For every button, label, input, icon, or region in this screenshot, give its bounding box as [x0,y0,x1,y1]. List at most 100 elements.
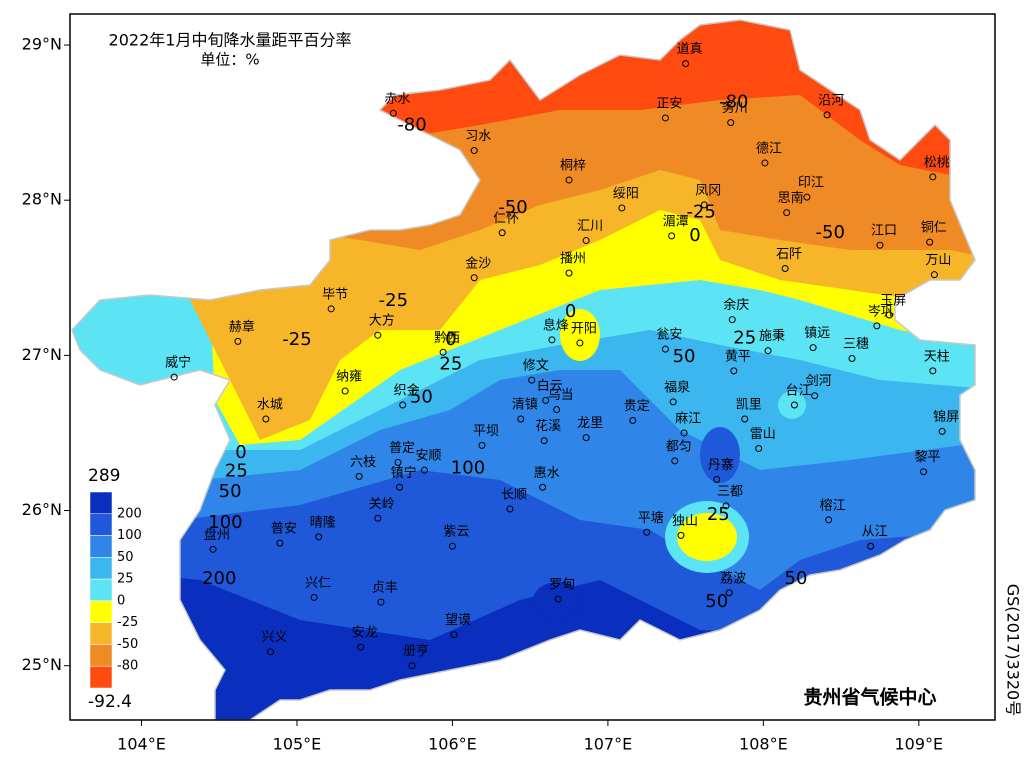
city-label: 罗甸 [549,577,575,592]
contour-label: 0 [235,442,246,463]
city-label: 瓮安 [656,328,682,343]
city-dot [661,345,669,353]
contour-label: 0 [689,225,700,246]
city-label: 清镇 [512,397,538,412]
contour-label: -25 [379,290,408,311]
contour-label: 0 [445,329,456,350]
city-dot [267,648,275,656]
city-dot [919,468,927,476]
city-dot [565,176,573,184]
city-dot [781,264,789,272]
legend-label: 0 [117,593,125,608]
city-dot [741,415,749,423]
city-label: 纳雍 [336,369,362,385]
city-dot [761,159,769,167]
city-dot [783,209,791,217]
city-dot [540,437,548,445]
city-dot [929,367,937,375]
city-label: 锦屏 [933,410,959,425]
legend-max: 289 [88,466,120,486]
contour-label: 100 [451,458,485,479]
city-label: 黔西 [434,331,460,346]
legend-label: -25 [117,615,138,630]
city-dot [867,542,875,550]
city-dot [506,505,514,513]
city-dot [209,545,217,553]
city-dot [722,502,730,510]
city-dot [938,427,946,435]
city-label: 三都 [717,484,743,499]
city-label: 平坝 [473,424,499,439]
legend-swatch [89,622,113,645]
city-label: 威宁 [165,355,191,371]
city-label: 务川 [722,100,748,116]
city-label: 福泉 [664,379,690,395]
city-dot [582,434,590,442]
city-dot [671,457,679,465]
city-label: 修文 [523,359,549,374]
city-label: 天柱 [924,349,950,364]
city-dot [848,354,856,362]
city-dot [327,305,335,313]
city-dot [764,347,772,355]
city-label: 镇宁 [391,465,417,481]
legend-swatch [89,513,113,536]
city-label: 印江 [798,176,824,191]
city-dot [930,271,938,279]
city-label: 凯里 [736,397,762,412]
city-label: 独山 [672,514,698,529]
y-tick-label: 25°N [22,655,62,674]
legend-label: -50 [117,637,138,652]
legend-swatch [89,491,113,515]
city-label: 丹寨 [708,457,734,473]
city-label: 黄平 [725,349,751,364]
city-dot [553,406,561,414]
contour-label: -50 [498,197,527,218]
city-label: 三穗 [843,337,869,352]
city-dot [755,444,763,452]
city-label: 石阡 [776,247,802,262]
legend-label: -80 [117,659,138,674]
city-label: 镇远 [804,326,830,341]
city-dot [885,311,893,319]
city-label: 长顺 [501,487,527,502]
city-label: 汇川 [577,219,603,234]
city-dot [262,415,270,423]
city-dot [315,533,323,541]
city-label: 白云 [537,378,563,394]
contour-label: -80 [397,115,426,136]
city-dot [450,631,458,639]
city-dot [548,336,556,344]
city-dot [727,119,735,127]
city-label: 凤冈 [695,183,721,198]
city-label: 都匀 [666,439,692,454]
y-tick-label: 28°N [22,190,62,209]
city-dot [517,415,525,423]
contour-label: 50 [785,568,808,589]
city-dot [355,472,363,480]
city-label: 余庆 [723,297,749,313]
city-dot [396,483,404,491]
city-dot [713,475,721,483]
city-label: 麻江 [675,411,701,426]
city-label: 赫章 [229,319,255,335]
contour-label: -80 [719,91,748,112]
city-dot [677,531,685,539]
city-label: 册亨 [403,643,429,659]
y-tick-label: 27°N [22,345,62,364]
contour-label: -25 [686,202,715,223]
city-dot [730,367,738,375]
city-label: 绥阳 [613,186,639,201]
city-label: 关岭 [369,497,395,512]
x-tick-label: 105°E [273,735,322,754]
x-tick-label: 107°E [584,735,633,754]
city-label: 剑河 [806,373,832,389]
city-dot [448,542,456,550]
city-dot [528,376,536,384]
contour-label: -25 [282,329,311,350]
map-title: 2022年1月中旬降水量距平百分率 [109,31,352,50]
city-label: 松桃 [924,155,950,170]
city-label: 从江 [862,525,888,540]
